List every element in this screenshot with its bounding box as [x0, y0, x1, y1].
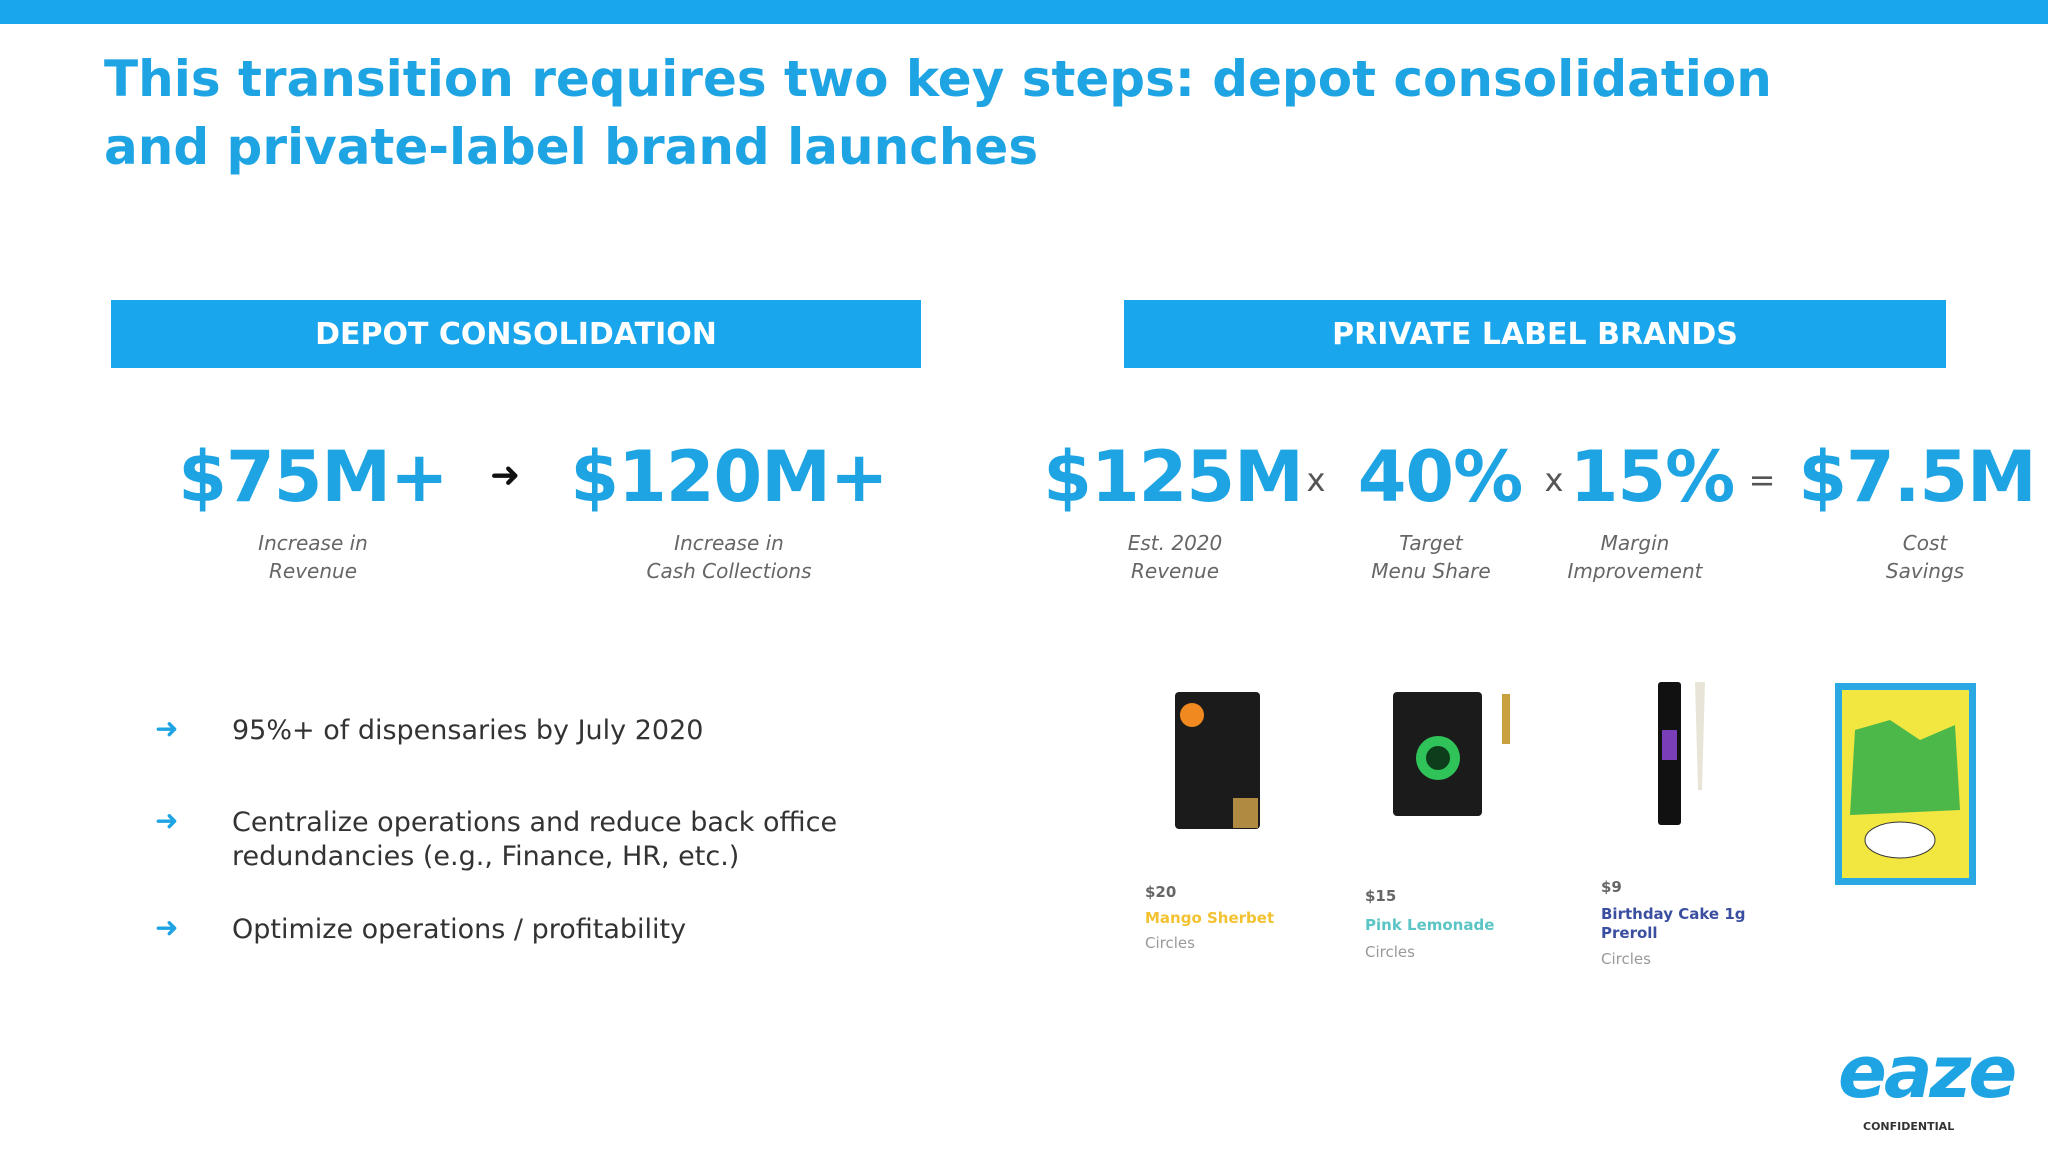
- metric: 40%: [1357, 436, 1524, 518]
- metric: 15%: [1569, 436, 1736, 518]
- bullet-text: Optimize operations / profitability: [232, 914, 687, 945]
- bullet-arrow: ➜: [155, 804, 179, 837]
- product-name: Pink Lemonade: [1365, 916, 1495, 934]
- title-line: and private-label brand launches: [104, 118, 1039, 176]
- operator: x: [1306, 461, 1326, 499]
- bullet-arrow: ➜: [155, 911, 179, 944]
- top-bar: [0, 0, 2048, 24]
- product-name: Mango Sherbet: [1145, 909, 1275, 927]
- metric-label: Savings: [1885, 559, 1965, 583]
- product-brand: Circles: [1365, 943, 1415, 961]
- product-brand: Circles: [1145, 934, 1195, 952]
- metric: $125M: [1043, 436, 1303, 518]
- operator: x: [1544, 461, 1564, 499]
- product-price: $15: [1365, 887, 1397, 905]
- product-name: Birthday Cake 1g Preroll: [1601, 905, 1746, 942]
- product-brand: Circles: [1601, 950, 1651, 968]
- metric-label: Target: [1399, 531, 1463, 555]
- bullet-arrow: ➜: [155, 712, 179, 745]
- logo: eaze: [1838, 1030, 2017, 1114]
- metric-label: Increase in: [674, 531, 784, 555]
- confidential-note: CONFIDENTIAL: [1863, 1120, 1955, 1133]
- section-heading: DEPOT CONSOLIDATION: [111, 300, 921, 368]
- metric-label: Menu Share: [1371, 559, 1491, 583]
- metric: $120M+: [570, 436, 888, 518]
- metric: $7.5M: [1798, 436, 2036, 518]
- product-price: $20: [1145, 883, 1177, 901]
- metric-label: Margin: [1600, 531, 1670, 555]
- product-price: $9: [1601, 878, 1622, 896]
- operator: =: [1748, 461, 1776, 499]
- bullet-text: Centralize operations and reduce back of…: [232, 807, 838, 872]
- metric-label: Cash Collections: [646, 559, 812, 583]
- metric-label: Improvement: [1567, 559, 1703, 583]
- section-heading: PRIVATE LABEL BRANDS: [1124, 300, 1946, 368]
- metric-label: Revenue: [1131, 559, 1219, 583]
- metric-label: Increase in: [258, 531, 368, 555]
- arrow-icon: ➜: [490, 455, 521, 496]
- metric: $75M+: [178, 436, 448, 518]
- metric-label: Revenue: [269, 559, 357, 583]
- title-line: This transition requires two key steps: …: [104, 50, 1772, 108]
- product-images: [1175, 682, 1976, 885]
- metric-label: Cost: [1902, 531, 1948, 555]
- bullet-text: 95%+ of dispensaries by July 2020: [232, 715, 704, 746]
- metric-label: Est. 2020: [1127, 531, 1223, 555]
